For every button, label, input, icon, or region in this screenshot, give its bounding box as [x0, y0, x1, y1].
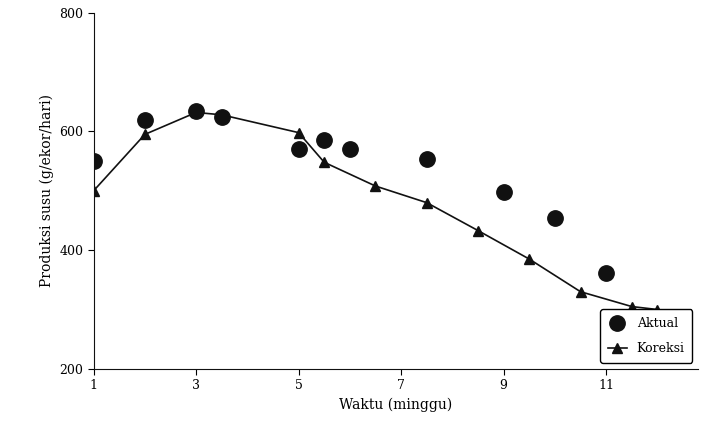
Aktual — [88, 158, 99, 165]
Koreksi — [474, 228, 482, 233]
Y-axis label: Produksi susu (g/ekor/hari): Produksi susu (g/ekor/hari) — [39, 94, 53, 287]
X-axis label: Waktu (minggu): Waktu (minggu) — [339, 398, 453, 412]
Aktual — [600, 269, 612, 276]
Aktual — [652, 323, 663, 329]
Koreksi — [192, 110, 200, 115]
Koreksi — [423, 200, 431, 205]
Koreksi — [653, 307, 662, 312]
Koreksi — [576, 289, 585, 294]
Koreksi — [525, 257, 534, 262]
Aktual — [293, 146, 305, 153]
Aktual — [344, 146, 356, 153]
Line: Koreksi: Koreksi — [89, 108, 662, 314]
Aktual — [190, 107, 202, 114]
Koreksi — [320, 160, 328, 165]
Aktual — [549, 214, 561, 221]
Koreksi — [217, 112, 226, 117]
Aktual — [216, 113, 228, 120]
Aktual — [318, 137, 330, 144]
Koreksi — [294, 130, 303, 135]
Aktual — [421, 156, 433, 163]
Koreksi — [140, 132, 149, 137]
Aktual — [139, 116, 150, 123]
Koreksi — [89, 188, 98, 193]
Legend: Aktual, Koreksi: Aktual, Koreksi — [600, 309, 692, 363]
Koreksi — [372, 184, 380, 189]
Aktual — [498, 189, 509, 195]
Koreksi — [627, 304, 636, 309]
